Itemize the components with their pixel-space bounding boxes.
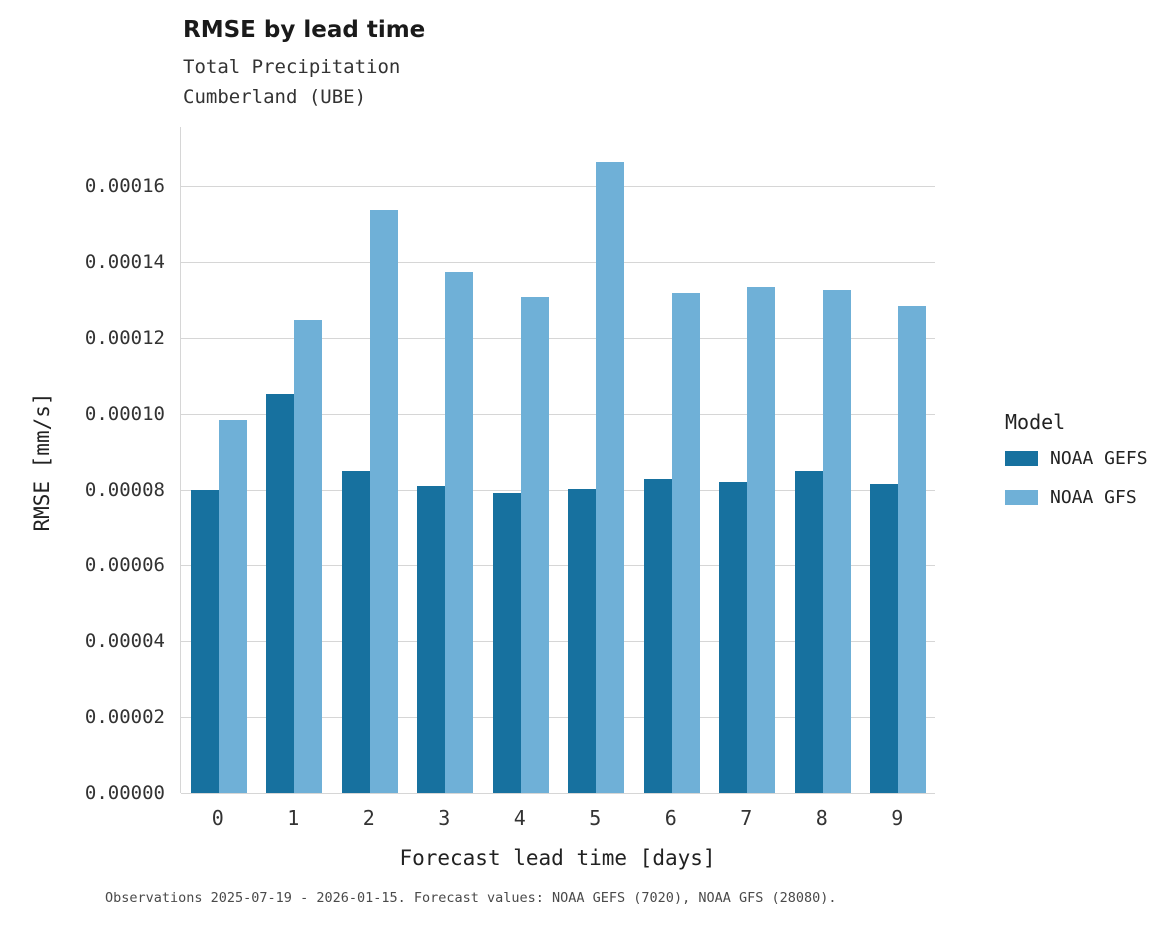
- bar-noaa-gefs-lead-9: [870, 484, 899, 793]
- bar-noaa-gefs-lead-0: [190, 489, 219, 793]
- x-axis-label: Forecast lead time [days]: [399, 846, 716, 870]
- bar-group-4: [492, 297, 549, 793]
- bar-group-1: [266, 320, 323, 793]
- bar-noaa-gfs-lead-3: [445, 272, 474, 793]
- legend-entry-noaa-gfs: NOAA GFS: [1005, 487, 1148, 508]
- y-tick-label: 0.00016: [84, 175, 165, 198]
- x-tick-label: 1: [287, 806, 300, 830]
- bar-noaa-gfs-lead-5: [596, 162, 625, 793]
- x-tick-label: 3: [438, 806, 451, 830]
- y-tick-label: 0.00006: [84, 554, 165, 577]
- plot-area: [180, 127, 935, 794]
- gridline: [181, 186, 935, 188]
- bar-noaa-gfs-lead-1: [294, 320, 323, 793]
- gridline: [181, 717, 935, 719]
- x-tick-label: 4: [513, 806, 526, 830]
- x-tick-label: 7: [740, 806, 753, 830]
- gridline: [181, 641, 935, 643]
- y-tick-label: 0.00008: [84, 478, 165, 501]
- bar-group-8: [794, 290, 851, 793]
- gridline: [181, 565, 935, 567]
- bar-noaa-gefs-lead-1: [266, 394, 295, 793]
- legend-entries: NOAA GEFS NOAA GFS: [1005, 448, 1148, 508]
- gridline: [181, 413, 935, 415]
- bar-noaa-gefs-lead-8: [794, 471, 823, 793]
- bar-noaa-gfs-lead-4: [520, 297, 549, 793]
- gridline: [181, 793, 935, 794]
- y-tick-labels: 0.00000 0.00002 0.00004 0.00006 0.00008 0.000…: [35, 127, 165, 804]
- bar-noaa-gfs-lead-9: [898, 306, 927, 793]
- gridline: [181, 337, 935, 339]
- legend-title: Model: [1005, 410, 1066, 434]
- gridline: [181, 489, 935, 491]
- legend: Model NOAA GEFS NOAA GFS: [1005, 410, 1148, 526]
- x-tick-labels: 0 1 2 3 4 5 6 7 8 9: [180, 806, 935, 836]
- bar-group-9: [870, 306, 927, 793]
- legend-swatch: [1005, 451, 1038, 466]
- legend-swatch: [1005, 490, 1038, 505]
- bar-noaa-gefs-lead-3: [417, 486, 446, 793]
- bar-group-7: [719, 287, 776, 793]
- bar-noaa-gefs-lead-2: [341, 471, 370, 793]
- bar-noaa-gefs-lead-7: [719, 482, 748, 793]
- x-tick-label: 8: [815, 806, 828, 830]
- y-tick-label: 0.00012: [84, 326, 165, 349]
- bar-group-5: [568, 162, 625, 793]
- x-tick-label: 6: [664, 806, 677, 830]
- x-tick-label: 0: [211, 806, 224, 830]
- bar-group-6: [643, 293, 700, 793]
- x-tick-label: 5: [589, 806, 602, 830]
- bar-noaa-gefs-lead-5: [568, 489, 597, 793]
- bar-group-2: [341, 210, 398, 793]
- bar-group-3: [417, 272, 474, 793]
- chart-title: RMSE by lead time: [183, 17, 426, 43]
- x-tick-label: 9: [891, 806, 904, 830]
- bar-noaa-gfs-lead-6: [671, 293, 700, 793]
- chart-subtitle: Total Precipitation Cumberland (UBE): [183, 56, 401, 108]
- y-tick-label: 0.00000: [84, 782, 165, 804]
- legend-label: NOAA GFS: [1050, 487, 1137, 508]
- legend-entry-noaa-gefs: NOAA GEFS: [1005, 448, 1148, 469]
- x-tick-label: 2: [362, 806, 375, 830]
- y-tick-label: 0.00014: [84, 251, 165, 274]
- bar-noaa-gfs-lead-0: [218, 420, 247, 793]
- bar-noaa-gfs-lead-7: [747, 287, 776, 793]
- bar-noaa-gfs-lead-2: [369, 210, 398, 793]
- caption: Observations 2025-07-19 - 2026-01-15. Fo…: [105, 890, 837, 906]
- bar-noaa-gefs-lead-6: [643, 478, 672, 793]
- bar-group-0: [190, 420, 247, 793]
- bar-noaa-gefs-lead-4: [492, 493, 521, 793]
- y-tick-label: 0.00002: [84, 706, 165, 729]
- y-tick-label: 0.00004: [84, 630, 165, 653]
- y-tick-label: 0.00010: [84, 402, 165, 425]
- legend-label: NOAA GEFS: [1050, 448, 1148, 469]
- bar-noaa-gfs-lead-8: [822, 290, 851, 793]
- gridline: [181, 262, 935, 264]
